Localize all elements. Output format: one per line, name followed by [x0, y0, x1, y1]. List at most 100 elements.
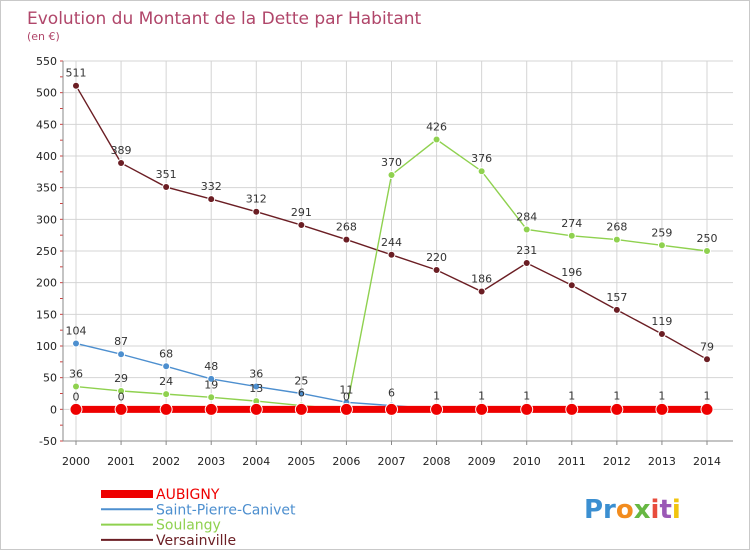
data-label: 119 [651, 315, 672, 328]
data-label: 274 [561, 217, 582, 230]
data-label: 0 [73, 390, 80, 403]
data-label: 244 [381, 236, 402, 249]
x-tick-label: 2001 [107, 455, 135, 468]
y-tick-label: 500 [36, 87, 57, 100]
data-point [117, 158, 126, 167]
data-label: 250 [697, 232, 718, 245]
data-label: 11 [339, 383, 353, 396]
x-tick-label: 2006 [332, 455, 360, 468]
data-label: 1 [658, 390, 665, 403]
data-point [475, 402, 489, 416]
data-point [342, 235, 351, 244]
data-label: 268 [606, 221, 627, 234]
data-label: 48 [204, 360, 218, 373]
data-point [432, 266, 441, 274]
data-label: 36 [249, 368, 263, 381]
data-point [477, 167, 486, 176]
x-tick-label: 2009 [468, 455, 496, 468]
x-tick-label: 2014 [693, 455, 721, 468]
data-point [72, 382, 80, 391]
data-label: 1 [433, 390, 440, 403]
data-point [117, 386, 126, 395]
data-label: 268 [336, 221, 357, 234]
data-point [432, 135, 441, 144]
chart-subtitle: (en €) [27, 30, 60, 43]
data-label: 87 [114, 335, 128, 348]
data-label: 157 [606, 291, 627, 304]
axes: -500501001502002503003504004505005502000… [36, 55, 733, 468]
data-point [252, 207, 261, 216]
x-tick-label: 2005 [287, 455, 315, 468]
data-point [294, 402, 308, 416]
data-label: 231 [516, 244, 537, 257]
data-label: 1 [523, 390, 530, 403]
data-label: 1 [613, 390, 620, 403]
y-tick-label: 100 [36, 340, 57, 353]
data-label: 6 [388, 387, 395, 400]
data-point [657, 241, 666, 250]
legend-label: Soulangy [156, 518, 221, 534]
y-tick-label: 50 [43, 372, 57, 385]
proxiti-logo: Proxiti [584, 495, 681, 525]
data-labels: 511 389 351 332 312 291 268 244 220 186 231 196 157 1… [66, 67, 718, 404]
data-point [612, 305, 621, 314]
data-point [72, 339, 80, 348]
data-point [612, 235, 621, 244]
y-tick-label: 350 [36, 182, 57, 195]
y-tick-label: 0 [50, 403, 57, 416]
data-point [204, 402, 218, 416]
y-tick-label: 400 [36, 150, 57, 163]
data-point [387, 171, 396, 179]
data-label: 376 [471, 152, 492, 165]
data-point [252, 382, 261, 391]
y-tick-label: -50 [39, 435, 57, 448]
data-label: 389 [111, 144, 132, 157]
data-label: 351 [156, 168, 177, 181]
data-label: 312 [246, 193, 267, 206]
y-tick-label: 300 [36, 213, 57, 226]
data-point [297, 389, 306, 398]
x-tick-label: 2010 [513, 455, 541, 468]
data-label: 0 [118, 390, 125, 403]
data-label: 291 [291, 206, 312, 219]
data-label: 186 [471, 273, 492, 286]
data-label: 511 [66, 67, 87, 80]
data-label: 426 [426, 121, 447, 134]
x-tick-label: 2003 [197, 455, 225, 468]
data-label: 196 [561, 266, 582, 279]
data-point [565, 402, 579, 416]
data-label: 1 [568, 390, 575, 403]
data-point [522, 225, 531, 234]
data-label: 332 [201, 180, 222, 193]
data-label: 0 [343, 390, 350, 403]
data-point [703, 247, 711, 255]
svg-text:Proxiti: Proxiti [584, 495, 681, 525]
data-point [703, 355, 711, 364]
data-label: 104 [66, 324, 87, 337]
data-label: 6 [298, 387, 305, 400]
data-point [207, 374, 216, 383]
data-point [162, 183, 171, 192]
data-label: 1 [704, 390, 711, 403]
y-tick-label: 200 [36, 277, 57, 290]
data-point [385, 402, 398, 416]
x-tick-label: 2002 [152, 455, 180, 468]
data-label: 79 [700, 340, 714, 353]
data-label: 24 [159, 375, 173, 388]
data-point [162, 390, 171, 399]
x-tick-label: 2004 [242, 455, 270, 468]
data-point [522, 259, 531, 268]
data-point [387, 250, 396, 259]
data-label: 68 [159, 347, 173, 360]
data-point [520, 402, 534, 416]
data-point [567, 231, 576, 240]
data-label: 220 [426, 251, 447, 264]
data-point [430, 402, 444, 416]
legend-label: Versainville [156, 533, 236, 549]
grid [63, 60, 733, 442]
legend-label: AUBIGNY [156, 487, 220, 503]
data-point [72, 81, 80, 90]
data-label: 25 [294, 375, 308, 388]
